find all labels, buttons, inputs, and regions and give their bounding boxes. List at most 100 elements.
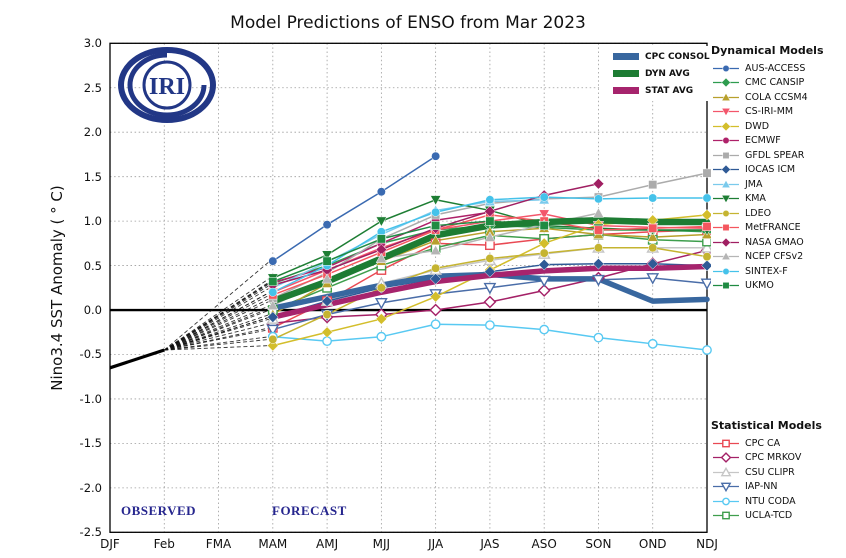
legend-label: UKMO	[745, 280, 774, 292]
legend-item-ukmo: UKMO	[711, 279, 845, 294]
markers-ukmo	[268, 216, 549, 287]
y-tick-label: 2.5	[83, 80, 102, 95]
legend-item-cs-iri-mm: CS-IRI-MM	[711, 105, 845, 120]
iap-nn-marker-icon	[713, 482, 739, 493]
forecast-label: FORECAST	[272, 503, 347, 518]
legend-item-stat-avg: STAT AVG	[613, 82, 723, 99]
series-aus-access	[272, 155, 437, 262]
legend-item-iocas-icm: IOCAS ICM	[711, 163, 845, 178]
legend-label: UCLA-TCD	[745, 510, 793, 522]
statistical-models-header: Statistical Models	[711, 419, 822, 432]
iocas-icm-marker-icon	[713, 164, 739, 175]
legend-label: NASA GMAO	[745, 236, 804, 248]
x-tick-label: Feb	[153, 537, 175, 551]
legend-item-nasa-gmao: NASA GMAO	[711, 235, 845, 250]
statistical-models-legend: Statistical Models CPC CA CPC MRKOV CSU CL…	[711, 419, 845, 523]
legend-label: KMA	[745, 193, 766, 205]
x-tick-label: JJA	[428, 537, 444, 551]
ukmo-marker-icon	[713, 282, 739, 290]
legend-swatch	[613, 87, 639, 94]
legend-label: NTU CODA	[745, 495, 796, 507]
legend-item-metfrance: MetFRANCE	[711, 221, 845, 236]
x-tick-label: JAS	[480, 537, 500, 551]
cs-iri-mm-marker-icon	[713, 108, 739, 117]
x-tick-label: OND	[638, 537, 667, 551]
legend-item-cpc-ca: CPC CA	[711, 436, 845, 451]
legend-label: CPC MRKOV	[745, 452, 802, 464]
x-tick-label: MJJ	[372, 537, 391, 551]
legend-label: CSU CLIPR	[745, 466, 795, 478]
csu-clipr-marker-icon	[713, 466, 739, 477]
iri-logo: IRI	[118, 47, 216, 123]
sintex-f-marker-icon	[713, 267, 739, 275]
legend-label: CMC CANSIP	[745, 77, 805, 89]
y-tick-label: -2.5	[79, 525, 102, 540]
legend-label: SINTEX-F	[745, 265, 788, 277]
x-tick-label: DJF	[100, 537, 120, 551]
iri-logo-inner-ring	[142, 60, 192, 110]
x-tick-label: ASO	[531, 537, 557, 551]
x-tick-label: FMA	[205, 537, 232, 551]
markers-ldeo	[268, 243, 712, 344]
nasa-gmao-marker-icon	[713, 237, 739, 248]
legend-label: IAP-NN	[745, 481, 778, 493]
legend-item-cpc-mrkov: CPC MRKOV	[711, 451, 845, 466]
ldeo-marker-icon	[713, 209, 739, 217]
dynamical-models-header: Dynamical Models	[711, 44, 824, 57]
legend-item-aus-access: AUS-ACCESS	[711, 61, 845, 76]
legend-label: JMA	[745, 178, 763, 190]
iri-logo-outer-ring	[118, 47, 216, 123]
legend-label: STAT AVG	[645, 85, 694, 96]
x-tick-label: AMJ	[316, 537, 339, 551]
forecast-fan	[163, 260, 271, 351]
legend-item-sintex-f: SINTEX-F	[711, 264, 845, 279]
legend-label: CPC CONSOL	[645, 51, 710, 62]
legend-item-ldeo: LDEO	[711, 206, 845, 221]
metfrance-marker-icon	[713, 224, 739, 232]
legend-item-cpc-consol: CPC CONSOL	[613, 48, 723, 65]
legend-item-cmc-cansip: CMC CANSIP	[711, 76, 845, 91]
y-tick-label: -1.0	[79, 391, 102, 406]
markers-aus-access	[268, 151, 441, 266]
legend-label: ECMWF	[745, 135, 781, 147]
legend-item-iap-nn: IAP-NN	[711, 480, 845, 495]
legend-item-dwd: DWD	[711, 119, 845, 134]
markers-ncep-cfsv2	[267, 207, 605, 311]
ecmwf-marker-icon	[713, 137, 739, 145]
y-tick-label: 3.0	[83, 36, 102, 51]
x-tick-label: MAM	[258, 537, 288, 551]
legend-label: DWD	[745, 120, 770, 132]
legend-item-jma: JMA	[711, 177, 845, 192]
legend-swatch	[613, 70, 639, 77]
y-tick-label: 1.0	[83, 214, 102, 229]
cmc-cansip-marker-icon	[713, 77, 739, 88]
legend-item-ecmwf: ECMWF	[711, 134, 845, 149]
legend-item-cola-ccsm4: COLA CCSM4	[711, 90, 845, 105]
iri-logo-swirl	[127, 52, 207, 118]
chart-title: Model Predictions of ENSO from Mar 2023	[230, 13, 586, 33]
dynamical-models-legend: Dynamical Models AUS-ACCESS CMC CANSIP COL…	[711, 44, 845, 293]
gfdl-spear-marker-icon	[713, 151, 739, 159]
dwd-marker-icon	[713, 121, 739, 132]
legend-label: CS-IRI-MM	[745, 106, 794, 118]
y-tick-label: 2.0	[83, 125, 102, 140]
legend-label: MetFRANCE	[745, 222, 801, 234]
legend-item-csu-clipr: CSU CLIPR	[711, 465, 845, 480]
aus-access-marker-icon	[713, 64, 739, 72]
observed-label: OBSERVED	[121, 503, 197, 518]
legend-item-ncep-cfsv2: NCEP CFSv2	[711, 250, 845, 265]
y-tick-label: 1.5	[83, 169, 102, 184]
legend-label: IOCAS ICM	[745, 164, 796, 176]
x-tick-label: SON	[585, 537, 612, 551]
ucla-tcd-marker-icon	[713, 511, 739, 520]
y-tick-label: -0.5	[79, 347, 102, 362]
legend-item-ntu-coda: NTU CODA	[711, 494, 845, 509]
cola-ccsm4-marker-icon	[713, 92, 739, 101]
legend-item-dyn-avg: DYN AVG	[613, 65, 723, 82]
ntu-coda-marker-icon	[713, 497, 739, 506]
markers-ntu-coda	[267, 319, 712, 355]
legend-label: COLA CCSM4	[745, 91, 808, 103]
legend-label: AUS-ACCESS	[745, 62, 806, 74]
